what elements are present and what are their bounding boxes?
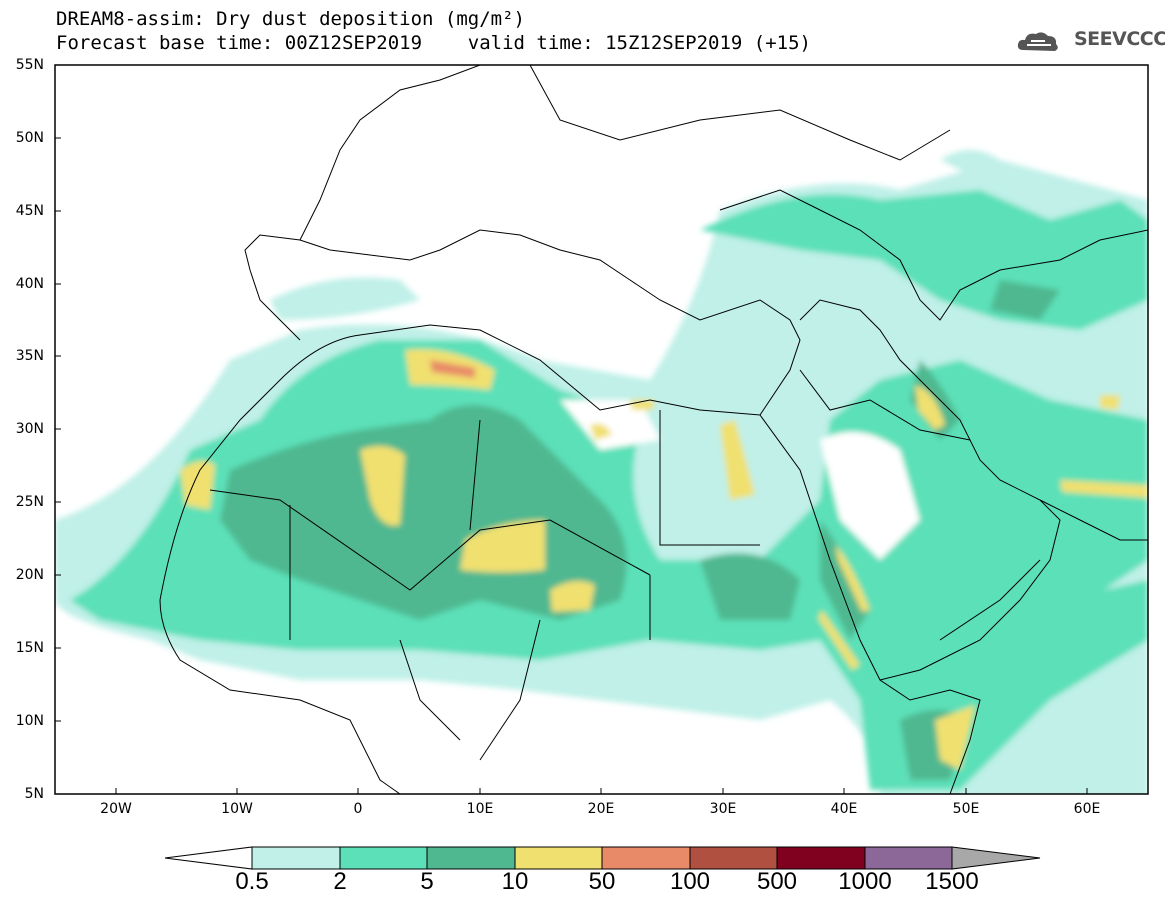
lon-label: 20W bbox=[100, 801, 132, 817]
colorbar-label: 0.5 bbox=[235, 868, 269, 895]
forecast-times: Forecast base time: 00Z12SEP2019 valid t… bbox=[56, 32, 811, 54]
lat-label: 45N bbox=[15, 203, 44, 219]
colorbar-label: 100 bbox=[669, 868, 711, 895]
colorbar-label: 1500 bbox=[925, 868, 979, 895]
colorbar-label: 500 bbox=[756, 868, 798, 895]
lon-label: 20E bbox=[587, 801, 615, 817]
colorbar-label: 2 bbox=[333, 868, 347, 895]
lat-label: 50N bbox=[15, 130, 44, 146]
lat-label: 10N bbox=[15, 713, 44, 729]
axis-ticks bbox=[55, 64, 1088, 794]
lon-label: 60E bbox=[1073, 801, 1101, 817]
lat-label: 20N bbox=[15, 567, 44, 583]
lat-label: 25N bbox=[15, 494, 44, 510]
colorbar-label: 10 bbox=[501, 868, 529, 895]
lon-label: 0 bbox=[353, 801, 363, 817]
lon-label: 40E bbox=[830, 801, 858, 817]
lon-label: 10W bbox=[221, 801, 253, 817]
lat-label: 5N bbox=[24, 786, 44, 802]
lon-label: 10E bbox=[466, 801, 494, 817]
dust-fields bbox=[55, 65, 1148, 794]
logo-text: SEEVCCC bbox=[1074, 28, 1165, 50]
lat-label: 30N bbox=[15, 421, 44, 437]
colorbar-label: 1000 bbox=[838, 868, 892, 895]
lon-label: 50E bbox=[952, 801, 980, 817]
cloud-logo-icon bbox=[1017, 32, 1058, 51]
coastlines bbox=[159, 65, 1148, 794]
colorbar-label: 50 bbox=[588, 868, 616, 895]
map-title: DREAM8-assim: Dry dust deposition (mg/m²… bbox=[56, 8, 525, 30]
lon-label: 30E bbox=[709, 801, 737, 817]
colorbar bbox=[164, 846, 1041, 870]
lat-label: 35N bbox=[15, 348, 44, 364]
colorbar-label: 5 bbox=[420, 868, 434, 895]
lat-label: 40N bbox=[15, 276, 44, 292]
lat-label: 55N bbox=[15, 57, 44, 73]
lat-label: 15N bbox=[15, 640, 44, 656]
